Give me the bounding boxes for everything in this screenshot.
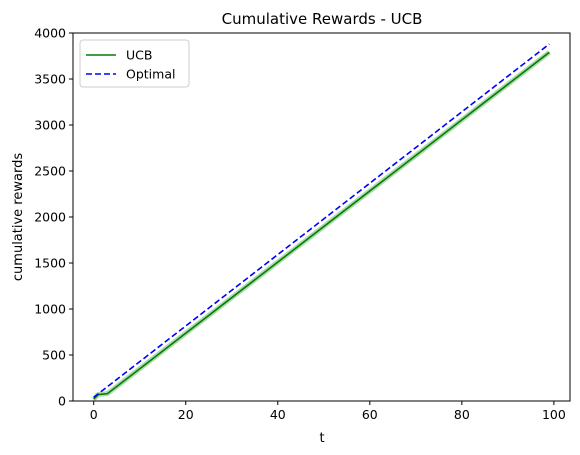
- y-tick-label: 1500: [34, 256, 66, 271]
- legend-label-0: UCB: [126, 48, 152, 63]
- x-tick-label: 40: [270, 407, 286, 422]
- plot-area: [72, 32, 571, 402]
- y-tick-label: 0: [58, 394, 66, 409]
- series-line-0: [93, 51, 550, 400]
- y-axis: 0 500 1000 1500 2000 2500 3000 3500 4000: [34, 26, 73, 409]
- legend-box: [79, 39, 190, 88]
- y-tick-label: 500: [42, 348, 66, 363]
- y-tick-label: 2500: [34, 164, 66, 179]
- x-tick-label: 0: [90, 407, 98, 422]
- axes-frame: [72, 32, 571, 402]
- legend-label-1: Optimal: [126, 67, 175, 82]
- series-line-1: [93, 43, 550, 398]
- y-tick-label: 4000: [34, 26, 66, 41]
- y-tick-label: 1000: [34, 302, 66, 317]
- x-tick-label: 100: [542, 407, 566, 422]
- chart-title: Cumulative Rewards - UCB: [222, 10, 423, 28]
- x-axis-label: t: [319, 431, 324, 446]
- x-axis: 0 20 40 60 80 100: [90, 401, 566, 422]
- y-axis-label: cumulative rewards: [11, 153, 26, 281]
- x-tick-label: 60: [362, 407, 378, 422]
- x-tick-label: 20: [178, 407, 194, 422]
- y-tick-label: 2000: [34, 210, 66, 225]
- y-tick-label: 3000: [34, 118, 66, 133]
- y-tick-label: 3500: [34, 72, 66, 87]
- legend: UCB Optimal: [79, 39, 190, 88]
- x-tick-label: 80: [454, 407, 470, 422]
